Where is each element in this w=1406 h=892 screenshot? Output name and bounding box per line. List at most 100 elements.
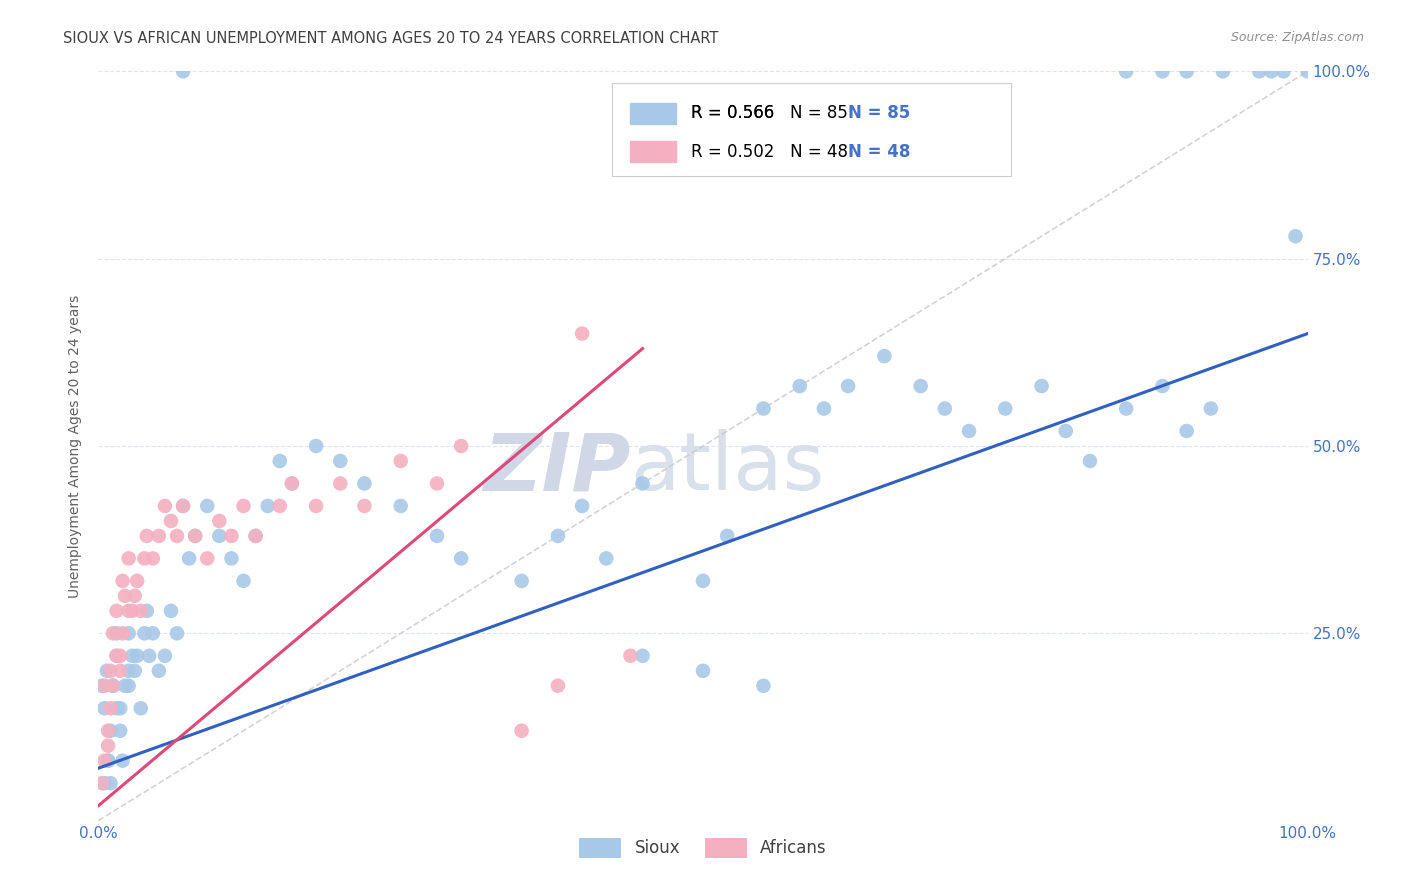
Point: [547, 679, 569, 693]
Point: [305, 439, 328, 453]
Point: [389, 454, 412, 468]
Point: [1212, 64, 1234, 78]
Point: [426, 476, 449, 491]
Point: [329, 454, 352, 468]
Point: [450, 551, 472, 566]
Point: [1175, 64, 1198, 78]
Point: [281, 476, 304, 491]
Point: [105, 648, 128, 663]
Point: [108, 723, 131, 738]
Point: [1249, 64, 1271, 78]
Point: [172, 499, 194, 513]
Point: [135, 604, 157, 618]
Point: [100, 664, 122, 678]
Point: [1284, 229, 1306, 244]
Point: [1031, 379, 1053, 393]
Point: [631, 476, 654, 491]
Point: [124, 589, 146, 603]
Point: [353, 499, 375, 513]
Point: [934, 401, 956, 416]
Point: [93, 701, 115, 715]
Bar: [630, 103, 676, 124]
Point: [97, 739, 120, 753]
Point: [100, 701, 122, 715]
Point: [172, 64, 194, 78]
Point: [245, 529, 267, 543]
Point: [184, 529, 207, 543]
Text: atlas: atlas: [630, 429, 825, 508]
Point: [232, 499, 254, 513]
Point: [127, 648, 149, 663]
Point: [101, 679, 124, 693]
Text: N = 48: N = 48: [848, 143, 911, 161]
FancyBboxPatch shape: [613, 83, 1011, 177]
Point: [100, 776, 122, 790]
Legend: Sioux, Africans: Sioux, Africans: [572, 831, 834, 864]
Point: [97, 723, 120, 738]
Point: [129, 701, 152, 715]
Point: [426, 529, 449, 543]
Point: [873, 349, 896, 363]
Point: [789, 379, 811, 393]
Point: [1054, 424, 1077, 438]
Point: [105, 626, 128, 640]
Point: [111, 626, 134, 640]
Point: [1272, 64, 1295, 78]
Point: [105, 701, 128, 715]
Point: [571, 326, 593, 341]
Point: [232, 574, 254, 588]
Point: [96, 664, 118, 678]
Point: [160, 514, 183, 528]
Point: [837, 379, 859, 393]
Point: [101, 679, 124, 693]
Point: [813, 401, 835, 416]
Point: [108, 664, 131, 678]
Point: [114, 679, 136, 693]
Point: [108, 648, 131, 663]
Point: [595, 551, 617, 566]
Point: [108, 701, 131, 715]
Point: [619, 648, 641, 663]
Point: [148, 664, 170, 678]
Point: [692, 664, 714, 678]
Point: [752, 679, 775, 693]
Point: [93, 679, 115, 693]
Point: [179, 551, 201, 566]
Bar: [630, 141, 676, 162]
Point: [97, 754, 120, 768]
Point: [208, 529, 231, 543]
Point: [142, 551, 165, 566]
Point: [510, 574, 533, 588]
Point: [124, 664, 146, 678]
Point: [118, 664, 141, 678]
Point: [101, 679, 124, 693]
Point: [631, 648, 654, 663]
Text: R = 0.502   N = 48: R = 0.502 N = 48: [690, 143, 848, 161]
Point: [389, 499, 412, 513]
Point: [153, 499, 176, 513]
Point: [305, 499, 328, 513]
Point: [148, 529, 170, 543]
Point: [195, 499, 218, 513]
Text: R = 0.566: R = 0.566: [690, 104, 790, 122]
Point: [91, 776, 114, 790]
Point: [269, 499, 291, 513]
Point: [134, 551, 156, 566]
Point: [105, 648, 128, 663]
Point: [1152, 64, 1174, 78]
Point: [111, 574, 134, 588]
Text: N = 85: N = 85: [848, 104, 910, 122]
Point: [101, 626, 124, 640]
Point: [208, 514, 231, 528]
Point: [752, 401, 775, 416]
Point: [221, 529, 243, 543]
Point: [118, 604, 141, 618]
Point: [118, 679, 141, 693]
Point: [329, 476, 352, 491]
Point: [166, 529, 188, 543]
Point: [114, 589, 136, 603]
Point: [221, 551, 243, 566]
Point: [547, 529, 569, 543]
Point: [172, 499, 194, 513]
Point: [450, 439, 472, 453]
